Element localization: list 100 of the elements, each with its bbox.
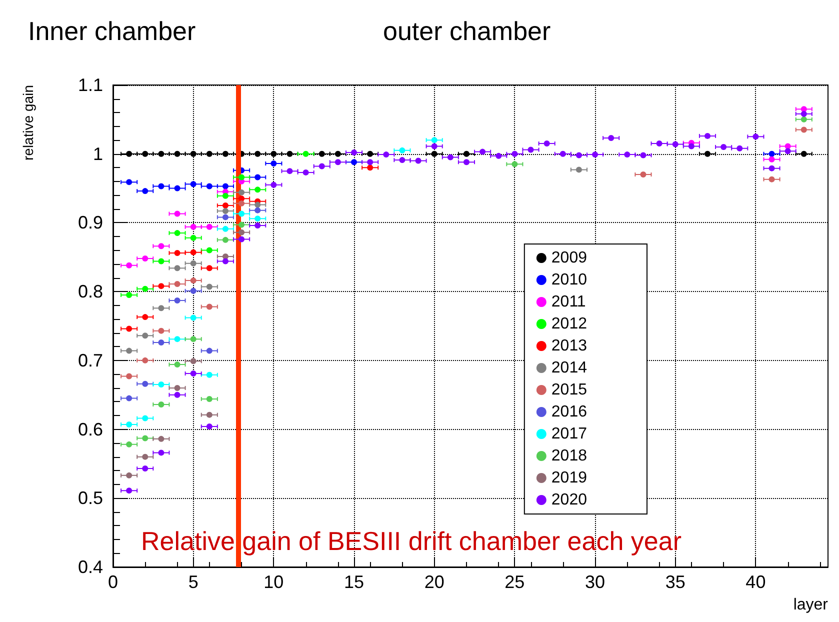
point	[126, 488, 132, 494]
point	[142, 150, 148, 157]
point	[351, 149, 358, 156]
point	[286, 150, 293, 157]
point	[367, 159, 374, 166]
point	[190, 234, 196, 241]
annotation: Relative gain of BESIII drift chamber each year	[141, 526, 682, 556]
point	[190, 278, 196, 284]
point	[447, 154, 454, 160]
point	[126, 150, 132, 157]
point	[158, 183, 164, 190]
point	[351, 159, 358, 166]
point	[158, 305, 164, 312]
point	[334, 150, 341, 157]
x-tick-label: 25	[504, 572, 525, 592]
point	[222, 236, 228, 243]
point	[206, 412, 212, 418]
point	[174, 281, 180, 287]
point	[126, 292, 132, 298]
point	[254, 222, 261, 228]
point	[190, 288, 196, 294]
legend-label: 2016	[551, 404, 588, 420]
point	[318, 150, 325, 157]
point	[431, 150, 438, 157]
point	[190, 336, 196, 342]
point	[142, 188, 148, 194]
point	[800, 110, 807, 117]
text: outer chamber	[383, 16, 551, 46]
point	[174, 210, 180, 217]
point	[158, 382, 164, 388]
point	[383, 152, 390, 158]
point	[126, 348, 132, 354]
legend-label: 2009	[551, 250, 588, 266]
point	[528, 146, 534, 153]
x-tick-label: 5	[188, 572, 198, 592]
legend-label: 2015	[551, 382, 588, 398]
point	[142, 357, 148, 364]
point	[399, 157, 406, 164]
point	[142, 435, 148, 442]
point	[544, 140, 550, 147]
x-tick-label: 20	[424, 572, 444, 592]
point	[576, 152, 582, 158]
point	[318, 163, 325, 170]
point	[254, 216, 261, 222]
point	[174, 230, 180, 236]
point	[142, 454, 148, 460]
point	[158, 283, 164, 290]
point	[463, 159, 470, 166]
point	[270, 182, 277, 188]
legend-label: 2020	[551, 492, 588, 508]
point	[158, 436, 164, 442]
point	[222, 192, 228, 199]
y-tick-label: 1	[92, 144, 103, 164]
point	[270, 160, 277, 166]
point	[480, 148, 486, 155]
point	[158, 328, 164, 334]
point	[222, 208, 228, 214]
y-tick-label: 0.7	[78, 350, 103, 370]
point	[174, 250, 180, 256]
point	[206, 304, 212, 310]
point	[222, 258, 228, 264]
point	[142, 466, 148, 472]
point	[126, 441, 132, 448]
x-tick-label: 40	[746, 572, 766, 592]
point	[512, 161, 518, 168]
point	[206, 372, 212, 378]
point	[158, 150, 164, 157]
legend-label: 2012	[551, 316, 588, 332]
point	[174, 336, 180, 342]
point	[222, 253, 228, 260]
point	[302, 169, 309, 176]
point	[238, 222, 245, 228]
point	[560, 150, 566, 157]
point	[399, 147, 406, 154]
point	[254, 186, 261, 193]
point	[190, 224, 196, 230]
legend-label: 2014	[551, 360, 588, 376]
point	[254, 174, 261, 180]
point	[126, 395, 132, 402]
legend-label: 2017	[551, 426, 588, 442]
point	[784, 148, 791, 154]
point	[158, 243, 164, 250]
point	[158, 340, 164, 346]
point	[238, 200, 245, 206]
point	[334, 159, 341, 166]
point	[768, 150, 775, 157]
point	[624, 152, 630, 158]
point	[174, 298, 180, 304]
point	[415, 158, 422, 164]
point	[190, 150, 196, 157]
legend-label: 2010	[551, 272, 588, 288]
point	[800, 116, 807, 122]
point	[592, 152, 598, 158]
point	[800, 150, 807, 157]
point	[206, 265, 212, 272]
point	[174, 362, 180, 368]
point	[496, 152, 502, 159]
point	[254, 202, 261, 208]
point	[286, 168, 293, 174]
point	[222, 226, 228, 232]
